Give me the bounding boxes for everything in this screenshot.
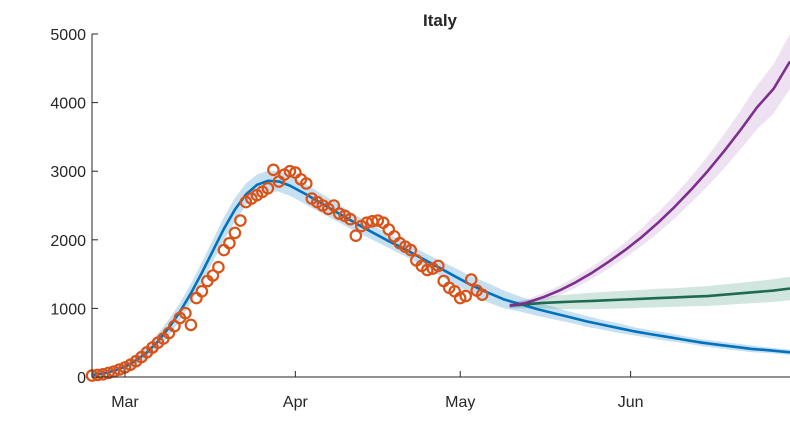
data-point-24 — [217, 243, 231, 257]
data-point-47 — [343, 212, 357, 226]
x-tick-label: Jun — [618, 394, 644, 411]
axes: 0 1000 2000 3000 4000 5000 Mar Apr May Jun — [50, 27, 790, 411]
x-tick-label: May — [445, 394, 475, 411]
data-point-68 — [459, 289, 472, 303]
data-point-3 — [102, 366, 115, 380]
data-point-23 — [212, 260, 225, 274]
data-point-20 — [195, 284, 209, 298]
data-point-39 — [299, 177, 313, 190]
data-point-48 — [349, 229, 363, 242]
data-point-67 — [453, 291, 467, 305]
data-point-58 — [404, 243, 418, 257]
data-point-45 — [332, 207, 346, 220]
data-point-18 — [184, 318, 198, 332]
y-tick-label: 1000 — [50, 301, 86, 318]
series-line-3 — [509, 60, 790, 307]
x-tick-label: Apr — [283, 394, 309, 411]
data-point-27 — [234, 214, 247, 227]
data-point-54 — [382, 223, 396, 236]
data-point-2 — [96, 367, 110, 381]
chart-title: Italy — [423, 11, 458, 30]
data-point-52 — [371, 214, 385, 227]
data-point-69 — [464, 273, 478, 286]
data-point-71 — [475, 288, 489, 301]
data-point-33 — [267, 163, 280, 177]
series-line-2 — [509, 287, 790, 307]
y-tick-label: 3000 — [50, 164, 86, 181]
y-tick-label: 4000 — [50, 96, 86, 113]
data-point-61 — [420, 263, 434, 277]
data-point-22 — [206, 269, 220, 282]
observed-markers — [85, 163, 489, 382]
data-point-17 — [179, 306, 192, 320]
confidence-band-1 — [92, 170, 790, 377]
y-tick-label: 5000 — [50, 27, 86, 44]
confidence-band-3 — [509, 34, 790, 309]
data-point-63 — [431, 259, 445, 273]
data-point-32 — [261, 182, 275, 195]
y-tick-label: 0 — [77, 370, 86, 387]
data-point-26 — [228, 226, 242, 240]
series-lines — [91, 60, 790, 377]
data-point-5 — [113, 363, 126, 376]
data-point-25 — [223, 236, 236, 250]
x-tick-label: Mar — [111, 394, 139, 411]
y-tick-label: 2000 — [50, 233, 86, 250]
data-point-36 — [283, 164, 297, 178]
